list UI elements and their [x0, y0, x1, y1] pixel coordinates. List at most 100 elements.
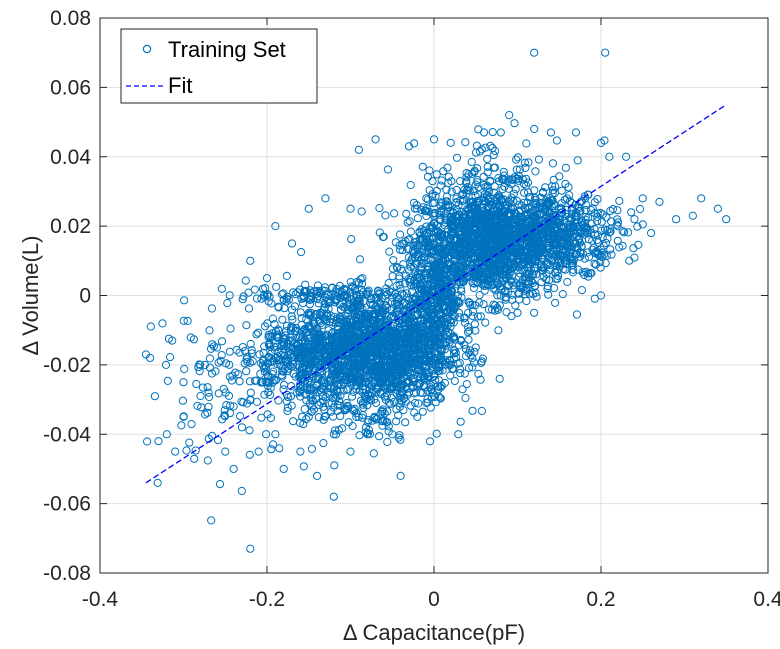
training-point — [246, 256, 255, 265]
training-point — [512, 279, 521, 288]
training-point — [601, 238, 611, 248]
training-point — [220, 411, 229, 420]
training-point — [578, 268, 587, 277]
training-point — [387, 356, 396, 365]
training-point — [427, 393, 436, 402]
training-point — [342, 286, 351, 295]
training-point — [273, 359, 282, 369]
training-point — [446, 318, 456, 327]
training-point — [287, 401, 296, 410]
training-point — [207, 516, 216, 525]
training-point — [225, 291, 234, 300]
training-point — [395, 230, 405, 239]
training-point — [307, 407, 316, 416]
training-point — [420, 348, 429, 357]
training-point — [530, 48, 539, 57]
training-point — [346, 204, 355, 213]
training-point — [522, 139, 531, 148]
training-point — [539, 188, 548, 197]
training-point — [289, 417, 298, 426]
training-point — [470, 320, 479, 329]
training-point — [456, 177, 465, 186]
training-point — [208, 431, 217, 440]
training-point — [625, 256, 634, 265]
training-point — [574, 234, 583, 243]
training-point — [421, 312, 431, 321]
training-point — [283, 390, 292, 400]
training-point — [548, 159, 558, 168]
training-point — [463, 227, 472, 236]
training-point — [383, 345, 392, 354]
training-point — [344, 385, 353, 394]
training-point — [141, 350, 151, 359]
training-point — [443, 163, 452, 172]
training-point — [296, 308, 305, 317]
training-point — [470, 279, 479, 288]
y-tick-label: -0.02 — [43, 354, 91, 377]
training-point — [356, 290, 365, 299]
training-point — [577, 242, 586, 251]
training-point — [521, 163, 530, 172]
training-point — [474, 268, 483, 277]
training-point — [177, 421, 186, 430]
training-point — [357, 207, 366, 216]
training-point — [493, 291, 502, 300]
training-point — [205, 363, 215, 372]
training-point — [437, 251, 446, 260]
training-point — [470, 218, 479, 227]
training-point — [413, 359, 422, 368]
training-point — [403, 218, 412, 227]
training-point — [365, 359, 374, 368]
training-point — [406, 321, 415, 330]
training-point — [457, 293, 466, 302]
training-point — [275, 444, 284, 453]
training-point — [492, 240, 501, 249]
training-point — [426, 383, 435, 392]
training-point — [418, 407, 427, 416]
training-point — [439, 249, 448, 258]
training-point — [415, 235, 425, 244]
training-point — [523, 198, 532, 207]
training-point — [229, 464, 238, 474]
training-point — [325, 317, 334, 326]
training-point — [321, 293, 330, 302]
training-point — [545, 208, 554, 217]
training-point — [355, 367, 364, 376]
y-tick-label: 0 — [79, 285, 91, 308]
training-point — [456, 237, 465, 246]
training-point — [385, 385, 394, 394]
training-point — [461, 318, 470, 327]
training-point — [496, 218, 505, 227]
training-point — [368, 319, 377, 328]
training-point — [421, 270, 430, 279]
training-point — [638, 220, 647, 229]
training-point — [328, 336, 338, 345]
training-point — [242, 367, 251, 376]
training-point — [313, 281, 322, 290]
training-point — [378, 421, 387, 430]
training-point — [388, 336, 397, 345]
training-point — [298, 382, 307, 391]
training-point — [243, 399, 252, 408]
training-point — [400, 325, 409, 335]
training-point — [384, 422, 393, 431]
training-point — [355, 329, 364, 338]
training-point — [495, 301, 504, 310]
training-point — [282, 271, 291, 280]
training-point — [438, 268, 448, 278]
training-point — [541, 207, 550, 216]
training-point — [514, 174, 523, 183]
training-point — [404, 319, 413, 328]
training-point — [516, 219, 526, 228]
training-point — [406, 227, 415, 236]
training-point — [529, 199, 538, 208]
training-point — [308, 396, 317, 405]
training-point — [282, 297, 291, 306]
training-point — [378, 407, 387, 417]
training-point — [305, 300, 314, 309]
training-point — [465, 186, 474, 195]
training-point — [530, 124, 539, 134]
training-point — [480, 228, 489, 238]
training-point — [365, 385, 375, 394]
training-point — [429, 309, 438, 318]
